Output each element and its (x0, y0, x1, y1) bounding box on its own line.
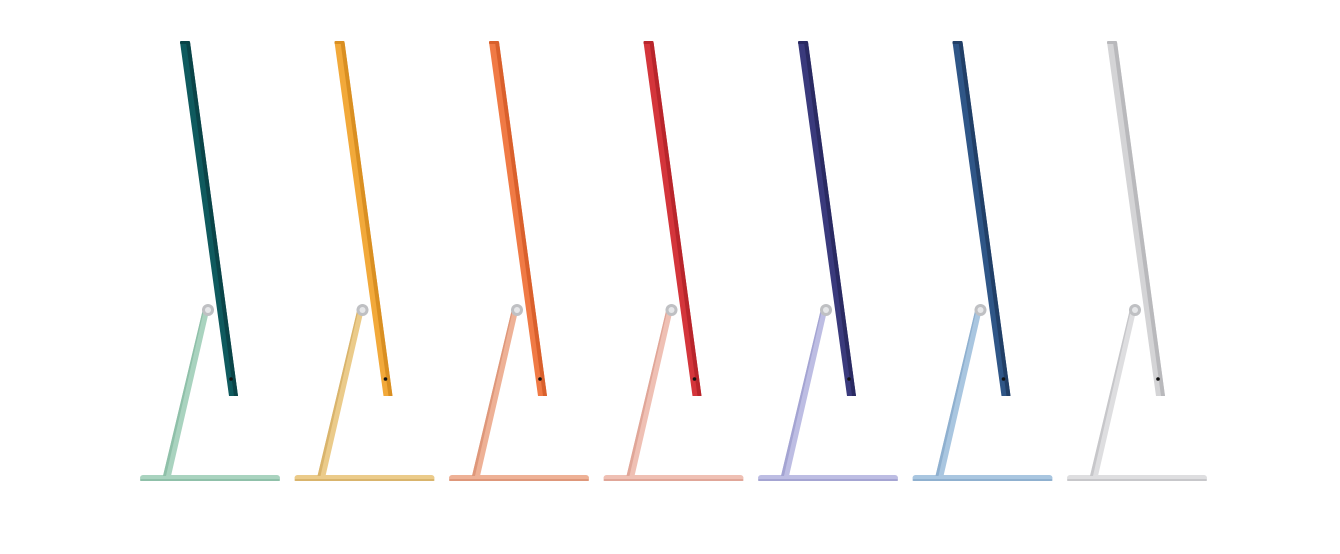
stand-arm-edge (781, 309, 822, 476)
imac-pink (603, 41, 744, 481)
stand-arm-edge (163, 309, 204, 476)
port-dot (229, 377, 233, 381)
hinge-center (668, 307, 675, 313)
port-dot (538, 377, 542, 381)
display-panel-edge (495, 42, 547, 396)
hinge-center (205, 307, 211, 313)
stand-arm-edge (472, 309, 513, 476)
stand-base-edge (603, 479, 744, 481)
display-panel-edge (1113, 42, 1165, 396)
hinge-center (514, 307, 520, 313)
stand-base-edge (140, 479, 280, 481)
imac-blue (912, 41, 1053, 481)
port-dot (692, 377, 697, 381)
stand-base-edge (294, 479, 435, 481)
display-panel-edge (804, 42, 856, 396)
hinge-center (359, 307, 366, 313)
imac-yellow (294, 41, 435, 481)
stand-arm-edge (626, 309, 668, 476)
hinge-center (823, 307, 829, 313)
imac-green (140, 41, 280, 481)
port-dot (1156, 377, 1160, 381)
port-dot (847, 377, 851, 381)
display-panel-edge (340, 42, 393, 396)
imac-purple (758, 41, 898, 481)
port-dot (383, 377, 388, 381)
hinge-center (977, 307, 984, 313)
imac-orange (449, 41, 589, 481)
stand-arm-edge (935, 309, 977, 476)
imac-silver (1067, 41, 1207, 481)
hinge-center (1132, 307, 1138, 313)
display-top-edge (334, 41, 345, 44)
imac-lineup (140, 41, 1207, 481)
port-dot (1001, 377, 1006, 381)
display-top-edge (798, 41, 808, 44)
display-top-edge (489, 41, 499, 44)
stand-base-edge (912, 479, 1053, 481)
display-top-edge (180, 41, 190, 44)
display-top-edge (1107, 41, 1117, 44)
stand-base-edge (1067, 479, 1207, 481)
stand-base-edge (758, 479, 898, 481)
stand-arm-edge (317, 309, 359, 476)
display-panel-edge (958, 42, 1011, 396)
stand-arm-edge (1090, 309, 1131, 476)
display-panel-edge (649, 42, 702, 396)
display-top-edge (952, 41, 963, 44)
display-panel-edge (186, 42, 238, 396)
display-top-edge (643, 41, 654, 44)
stand-base-edge (449, 479, 589, 481)
